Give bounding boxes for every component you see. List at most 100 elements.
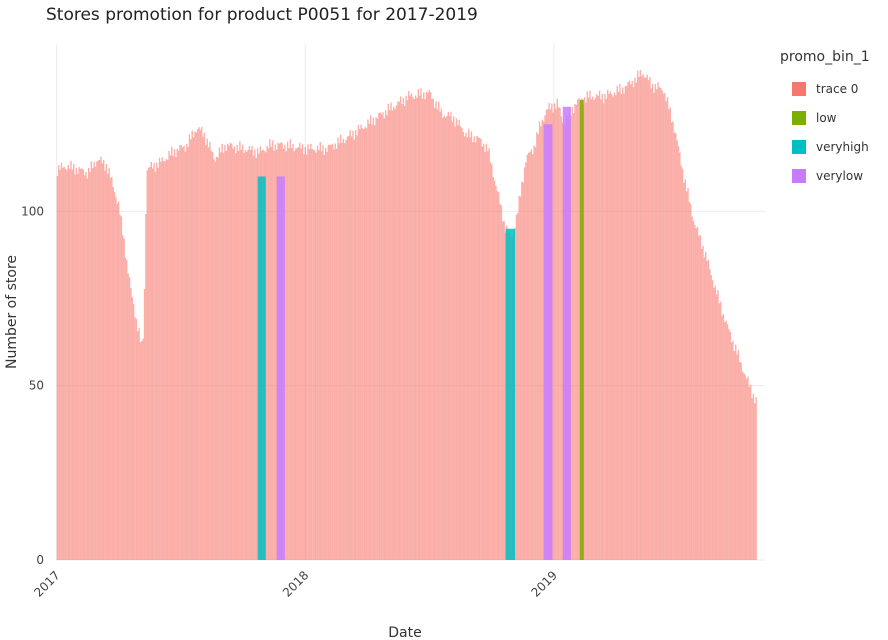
bar-trace-0 xyxy=(326,151,328,560)
bar-trace-0 xyxy=(703,257,706,560)
legend-item-trace-0[interactable]: trace 0 xyxy=(780,74,870,103)
y-tick-label: 100 xyxy=(21,204,44,218)
bar-trace-0 xyxy=(642,74,644,560)
bar-trace-0 xyxy=(431,98,433,560)
bar-trace-0 xyxy=(300,148,302,560)
bar-trace-0 xyxy=(128,277,131,560)
bar-trace-0 xyxy=(634,77,636,560)
bar-trace-0 xyxy=(316,145,319,560)
bar-trace-0 xyxy=(190,139,192,560)
bar-trace-0 xyxy=(589,90,591,560)
bar-trace-0 xyxy=(570,115,572,560)
bar-trace-0 xyxy=(660,87,662,560)
bar-trace-0 xyxy=(299,142,301,561)
bar-trace-0 xyxy=(421,98,424,561)
bar-trace-0 xyxy=(117,201,120,560)
bar-trace-0 xyxy=(420,88,422,560)
bar-trace-0 xyxy=(203,132,206,560)
bar-trace-0 xyxy=(349,130,351,560)
legend-item-veryhigh[interactable]: veryhigh xyxy=(780,132,870,161)
bar-trace-0 xyxy=(63,166,65,561)
bar-trace-0 xyxy=(165,158,168,560)
x-axis-title: Date xyxy=(388,625,421,640)
bar-trace-0 xyxy=(732,340,734,560)
bar-trace-0 xyxy=(736,354,738,560)
bar-trace-0 xyxy=(714,285,716,560)
bar-trace-0 xyxy=(432,98,434,561)
bar-trace-0 xyxy=(374,125,376,560)
bar-trace-0 xyxy=(167,159,169,560)
bar-trace-0 xyxy=(188,134,191,560)
y-tick-label: 0 xyxy=(36,553,44,567)
bar-trace-0 xyxy=(286,141,289,561)
bar-trace-0 xyxy=(187,146,189,561)
bar-trace-0 xyxy=(677,146,680,561)
bar-trace-0 xyxy=(450,111,452,560)
bar-trace-0 xyxy=(198,127,200,561)
bar-trace-0 xyxy=(578,98,580,560)
bar-trace-0 xyxy=(608,93,610,560)
bar-trace-0 xyxy=(434,107,436,560)
bar-trace-0 xyxy=(141,341,143,560)
bar-trace-0 xyxy=(109,177,112,560)
bar-trace-0 xyxy=(320,151,323,560)
legend-swatch-trace-0 xyxy=(792,81,806,96)
bar-trace-0 xyxy=(624,85,627,561)
legend-item-low[interactable]: low xyxy=(780,103,870,132)
bar-trace-0 xyxy=(93,161,95,560)
bar-trace-0 xyxy=(700,249,703,560)
bar-trace-0 xyxy=(164,161,166,560)
bar-trace-0 xyxy=(462,131,464,560)
bar-trace-0 xyxy=(574,103,576,560)
bar-trace-0 xyxy=(376,118,379,560)
bar-trace-0 xyxy=(379,112,381,561)
bar-trace-0 xyxy=(492,176,494,561)
bar-trace-0 xyxy=(405,95,407,560)
bar-trace-0 xyxy=(108,168,110,560)
bar-trace-0 xyxy=(194,131,196,561)
bar-trace-0 xyxy=(399,96,402,561)
x-tick-label: 2018 xyxy=(280,568,311,599)
bar-trace-0 xyxy=(335,148,338,560)
bar-trace-0 xyxy=(66,169,68,560)
bar-trace-0 xyxy=(466,137,469,561)
bar-trace-0 xyxy=(149,166,151,560)
bar-trace-0 xyxy=(428,89,430,561)
bar-trace-0 xyxy=(453,116,455,560)
bar-trace-0 xyxy=(735,344,737,560)
bar-trace-0 xyxy=(383,118,385,560)
bar-trace-0 xyxy=(244,150,247,560)
bar-trace-0 xyxy=(122,235,124,560)
bar-trace-0 xyxy=(698,236,700,560)
bar-trace-0 xyxy=(630,84,632,560)
bar-trace-0 xyxy=(632,87,635,560)
legend-label-trace-0: trace 0 xyxy=(816,81,859,96)
bar-trace-0 xyxy=(88,167,90,560)
bar-trace-0 xyxy=(529,151,531,561)
bar-trace-0 xyxy=(406,100,409,561)
bar-trace-0 xyxy=(319,141,321,560)
bar-trace-0 xyxy=(612,96,614,561)
legend-item-verylow[interactable]: verylow xyxy=(780,161,870,190)
bar-trace-0 xyxy=(679,152,681,560)
x-tick-label: 2019 xyxy=(529,568,560,599)
bar-trace-0 xyxy=(711,280,714,560)
bar-trace-0 xyxy=(690,203,692,560)
legend[interactable]: promo_bin_1 trace 0 low veryhigh verylow xyxy=(780,49,870,190)
bar-trace-0 xyxy=(228,145,230,560)
bar-trace-0 xyxy=(740,362,742,560)
bar-trace-0 xyxy=(725,320,727,560)
bar-trace-0 xyxy=(729,331,731,560)
bar-trace-0 xyxy=(116,203,118,561)
bar-trace-0 xyxy=(410,93,413,561)
bar-trace-0 xyxy=(480,138,482,560)
bar-trace-0 xyxy=(613,92,616,561)
bar-trace-0 xyxy=(487,151,489,560)
bar-trace-0 xyxy=(89,172,91,560)
bar-trace-0 xyxy=(680,165,682,560)
bar-trace-0 xyxy=(597,95,599,561)
bar-trace-0 xyxy=(440,108,443,560)
bar-trace-0 xyxy=(331,143,334,560)
bar-trace-0 xyxy=(611,94,613,560)
